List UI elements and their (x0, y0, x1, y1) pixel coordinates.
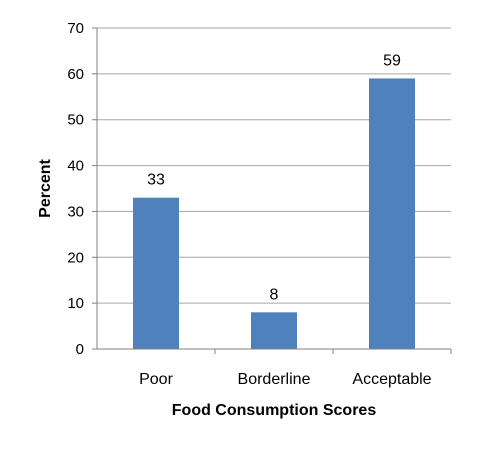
y-tick-label: 50 (67, 112, 84, 129)
y-tick-label: 10 (67, 295, 84, 312)
x-tick-label-poor: Poor (139, 371, 173, 388)
y-tick-label: 20 (67, 249, 84, 266)
data-label-poor: 33 (147, 172, 165, 189)
y-axis-ticks: 0 10 20 30 40 50 60 70 (67, 20, 97, 358)
bars (133, 78, 415, 349)
x-tick-label-borderline: Borderline (238, 371, 311, 388)
y-tick-label: 30 (67, 203, 84, 220)
data-label-borderline: 8 (270, 286, 279, 303)
x-axis-title: Food Consumption Scores (172, 402, 377, 419)
y-tick-label: 40 (67, 158, 84, 175)
bar-acceptable (369, 78, 415, 349)
y-tick-label: 0 (76, 341, 84, 358)
x-tick-label-acceptable: Acceptable (352, 371, 431, 388)
y-tick-label: 70 (67, 20, 84, 37)
y-tick-label: 60 (67, 66, 84, 83)
bar-poor (133, 197, 179, 349)
y-axis-title: Percent (37, 158, 54, 217)
x-axis-categories: Poor Borderline Acceptable (139, 349, 452, 388)
data-labels: 33 8 59 (147, 52, 401, 303)
data-label-acceptable: 59 (383, 52, 401, 69)
bar-borderline (251, 312, 297, 349)
